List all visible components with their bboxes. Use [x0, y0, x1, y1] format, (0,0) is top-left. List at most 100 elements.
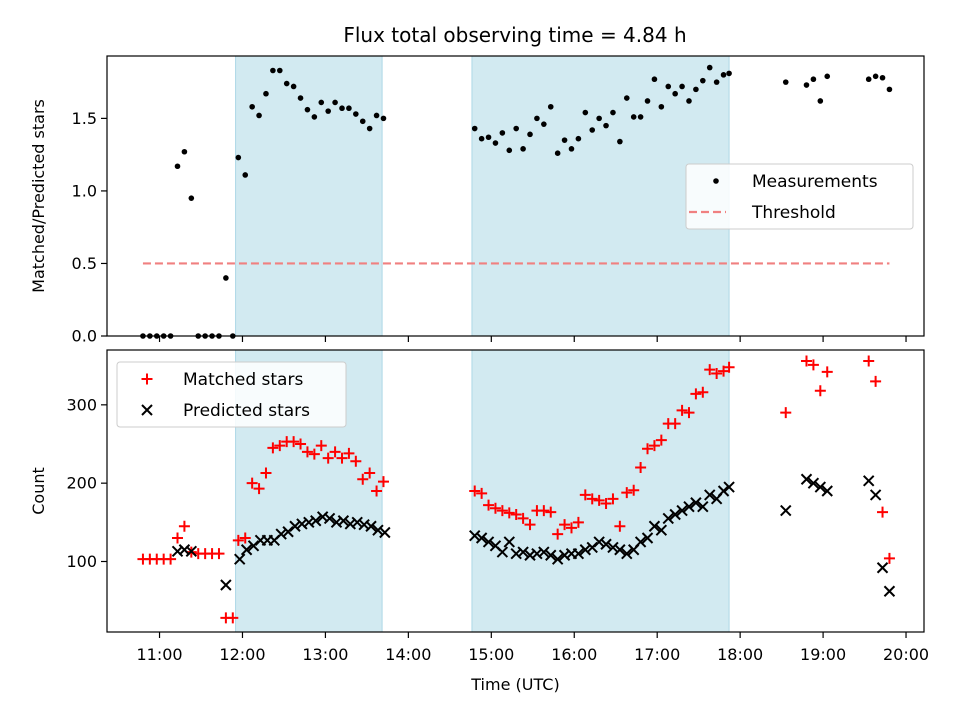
predicted-star-point — [247, 540, 260, 552]
predicted-star-point — [482, 536, 495, 548]
matched-star-point — [621, 487, 633, 499]
matched-star-point — [350, 455, 362, 467]
measurement-point — [478, 135, 485, 142]
matched-star-point — [524, 519, 536, 531]
measurement-point — [506, 147, 513, 154]
measurement-point — [672, 90, 678, 97]
matched-star-point — [718, 365, 730, 377]
predicted-star-point — [517, 546, 529, 558]
matched-star-point — [572, 516, 584, 528]
matched-star-point — [503, 507, 515, 519]
matched-star-point — [315, 440, 327, 452]
legend-box — [685, 163, 914, 230]
measurement-point — [686, 98, 692, 104]
matched-star-point — [364, 467, 376, 479]
matched-star-point — [800, 355, 812, 367]
predicted-star-point — [234, 553, 246, 565]
measurement-point — [366, 125, 373, 132]
predicted-star-point — [883, 585, 896, 597]
matched-star-point — [227, 612, 239, 624]
matched-star-point — [600, 498, 612, 510]
matched-star-point — [538, 505, 550, 517]
predicted-star-point — [662, 512, 674, 525]
measurement-point — [380, 115, 387, 122]
measurement-point — [249, 103, 255, 110]
predicted-star-point — [365, 520, 377, 532]
top-x-axis — [158, 336, 907, 342]
matched-star-point — [260, 467, 272, 479]
measurement-point — [339, 105, 345, 112]
matched-star-point — [246, 477, 258, 489]
predicted-star-point — [800, 473, 813, 485]
predicted-star-point — [648, 520, 661, 532]
measurement-point — [561, 137, 568, 143]
measurement-point — [582, 109, 589, 116]
matched-star-point — [863, 355, 875, 367]
x-tick-label: 20:00 — [883, 645, 929, 664]
matched-star-point — [559, 519, 571, 531]
matched-star-point — [586, 493, 598, 505]
predicted-star-point — [289, 520, 301, 532]
measurement-point — [803, 82, 810, 88]
predicted-star-point — [814, 481, 827, 493]
matched-star-point — [877, 506, 889, 518]
measurement-point — [499, 130, 506, 136]
predicted-star-point — [697, 500, 709, 513]
y-tick-label: 1.0 — [72, 181, 97, 200]
y-tick-label: 1.5 — [72, 109, 97, 128]
matched-star-point — [295, 438, 307, 450]
legend-marker-predicted — [141, 404, 153, 416]
predicted-star-point — [185, 545, 198, 558]
matched-star-point — [821, 366, 833, 378]
predicted-star-point — [171, 545, 184, 558]
predicted-star-point — [807, 477, 820, 489]
measurement-point — [575, 135, 582, 142]
measurement-point — [242, 172, 249, 178]
matched-star-point — [614, 520, 626, 532]
matched-star-point — [357, 473, 369, 485]
measurement-point — [623, 95, 630, 101]
measurement-point — [181, 148, 188, 155]
predicted-star-point — [780, 504, 792, 517]
measurement-point — [297, 95, 304, 101]
matched-star-point — [301, 446, 313, 458]
matched-star-point — [322, 452, 334, 464]
measurement-point — [346, 105, 352, 112]
matched-star-point — [274, 440, 286, 452]
predicted-star-point — [337, 515, 350, 527]
measurement-point — [270, 67, 276, 74]
measurement-point — [596, 115, 602, 122]
measurement-point — [630, 114, 637, 120]
measurement-point — [256, 112, 262, 119]
matched-star-point — [669, 418, 681, 430]
measurement-point — [644, 98, 651, 104]
matched-star-point — [178, 520, 190, 532]
matched-star-point — [371, 485, 383, 497]
matched-star-point — [593, 494, 605, 506]
measurement-point — [824, 73, 831, 80]
top-y-axis-label: Matched/Predicted stars — [29, 99, 48, 293]
x-tick-label: 11:00 — [136, 645, 182, 664]
predicted-star-point — [683, 500, 695, 513]
matched-star-point — [172, 532, 184, 544]
legend-marker-matched — [141, 373, 153, 385]
matched-star-point — [213, 548, 225, 560]
predicted-star-point — [676, 504, 688, 517]
predicted-star-point — [876, 562, 889, 574]
x-tick-label: 12:00 — [219, 645, 265, 664]
measurement-point — [589, 127, 596, 133]
legend-marker-measurements — [713, 178, 719, 184]
matched-star-point — [628, 484, 640, 496]
measurement-point — [782, 79, 789, 85]
x-tick-label: 14:00 — [385, 645, 431, 664]
measurement-point — [541, 121, 547, 127]
matched-star-point — [336, 452, 348, 464]
measurement-point — [520, 146, 526, 152]
x-tick-label: 15:00 — [468, 645, 514, 664]
matched-star-point — [308, 448, 320, 460]
top-axes-frame — [106, 55, 925, 337]
matched-star-point — [483, 499, 495, 511]
measurement-point — [700, 77, 706, 84]
predicted-star-point — [723, 481, 735, 493]
